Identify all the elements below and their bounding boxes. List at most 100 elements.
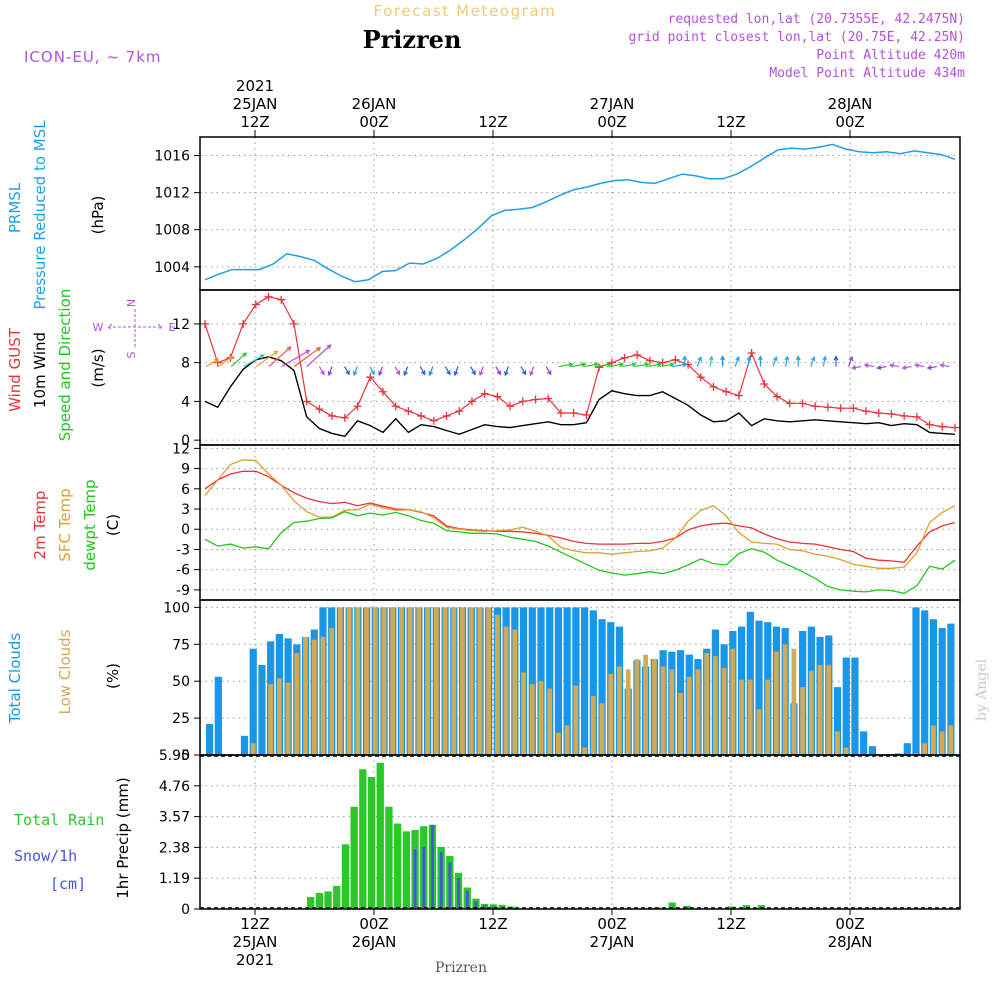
wind-arrow-head [496, 370, 501, 376]
total-cloud-bar [563, 607, 571, 755]
temp-dewpt-line [204, 511, 956, 594]
wind-direction-arrow [318, 366, 325, 375]
bottom-time-label: 00Z [835, 915, 864, 933]
wind-direction-arrow [268, 346, 291, 367]
wind-arrow-head [453, 370, 459, 377]
snow-bar [448, 862, 452, 909]
gust-marker [696, 373, 705, 382]
compass-north: N [125, 299, 138, 307]
gust-marker [302, 397, 311, 406]
wind-arrow-head [939, 363, 945, 368]
low-cloud-bar [486, 607, 491, 755]
wind-direction-arrow [230, 352, 247, 367]
total-cloud-bar [868, 746, 877, 755]
rain-bar [385, 806, 393, 909]
low-clouds-label: Low Clouds [56, 629, 74, 714]
gust-marker [391, 402, 400, 411]
gust-marker [938, 422, 947, 431]
snow-bar [465, 890, 469, 909]
top-time-label: 00Z [835, 113, 864, 131]
gust-marker [340, 413, 349, 422]
low-cloud-bar [695, 669, 701, 755]
total-cloud-bar [214, 676, 222, 755]
top-time-label: 27JAN [590, 95, 635, 113]
temp-ytick-label: 6 [181, 482, 190, 498]
gust-marker [823, 403, 832, 412]
total-cloud-bar [249, 648, 257, 755]
low-cloud-bar [651, 659, 657, 755]
total-rain-label: Total Rain [14, 811, 104, 829]
wind-dir-label: Speed and Direction [56, 289, 74, 442]
wind-arrow-head [822, 355, 827, 361]
low-cloud-bar [477, 607, 483, 755]
rain-bar [350, 806, 358, 909]
wind-direction-arrow [672, 363, 687, 368]
low-cloud-bar [704, 653, 710, 755]
low-cloud-bar [538, 681, 544, 755]
wind-arrow-head [395, 370, 401, 376]
wind-ytick-label: 0 [181, 433, 190, 449]
wind-arrow-head [926, 365, 932, 370]
top-time-label: 12Z [240, 113, 269, 131]
low-cloud-bar [285, 682, 291, 755]
wind-arrow-head [735, 355, 740, 362]
temp-unit: (C) [104, 514, 122, 536]
wind-arrow-head [708, 355, 714, 361]
wind-direction-arrow [281, 350, 310, 368]
subtitle: Forecast Meteogram [374, 2, 557, 20]
temp-ytick-label: 3 [181, 502, 190, 518]
pressure-line [204, 143, 956, 283]
pressure-label-2: Pressure Reduced to MSL [31, 120, 49, 310]
wind-arrow-head [478, 370, 484, 377]
low-cloud-bar [791, 648, 797, 755]
wind-arrow-head [901, 365, 907, 370]
wind-direction-arrow [378, 366, 383, 376]
wind-direction-arrow [902, 365, 912, 369]
low-cloud-bar [721, 667, 727, 755]
low-cloud-bar [686, 676, 692, 755]
wind-arrow-head [428, 370, 434, 377]
wind-direction-arrow [243, 354, 265, 368]
wind-arrow-head [228, 355, 234, 361]
low-cloud-bar [294, 653, 300, 755]
rain-bar [341, 844, 350, 909]
wind-arrow-head [593, 362, 600, 368]
grid-coords: grid point closest lon,lat (20.75E, 42.2… [628, 30, 965, 45]
wind-arrow-head [546, 370, 552, 376]
precip-ytick-label: 0 [181, 902, 190, 918]
wind-arrow-head [669, 362, 675, 368]
top-time-label: 28JAN [828, 95, 873, 113]
wind-direction-arrow [772, 356, 777, 367]
total-cloud-bar [851, 657, 859, 755]
wind-direction-arrow [369, 366, 375, 375]
low-cloud-bar [442, 607, 448, 755]
gust-marker [531, 395, 540, 404]
wind-direction-arrow [927, 365, 937, 369]
wind-direction-arrow [696, 356, 702, 367]
city-title: Prizren [363, 25, 462, 54]
low-cloud-bar [573, 685, 579, 755]
gust-marker [506, 402, 515, 411]
precip-unit: 1hr Precip (mm) [114, 777, 132, 898]
snow-bar [422, 846, 426, 909]
pressure-ytick-label: 1012 [154, 186, 190, 202]
wind-arrow-head [305, 349, 311, 355]
wind-arrow-head [471, 370, 476, 376]
low-cloud-bar [713, 656, 718, 755]
low-cloud-bar [338, 607, 343, 755]
gust-marker [645, 356, 654, 365]
gust-marker [607, 358, 616, 367]
compass-east: E [169, 321, 176, 334]
top-time-label: 25JAN [233, 95, 278, 113]
gust-marker [900, 411, 909, 420]
rain-bar [333, 885, 341, 909]
gust-marker [353, 402, 362, 411]
low-cloud-bar [364, 607, 369, 755]
wind-direction-arrow [583, 363, 598, 368]
precip-ytick-label: 1.19 [159, 871, 190, 887]
model-label: ICON-EU, ~ 7km [24, 48, 162, 66]
temp-ytick-label: 9 [181, 462, 190, 478]
low-cloud-bar [451, 607, 457, 755]
rain-bar [498, 904, 506, 909]
rain-bar [315, 892, 323, 909]
